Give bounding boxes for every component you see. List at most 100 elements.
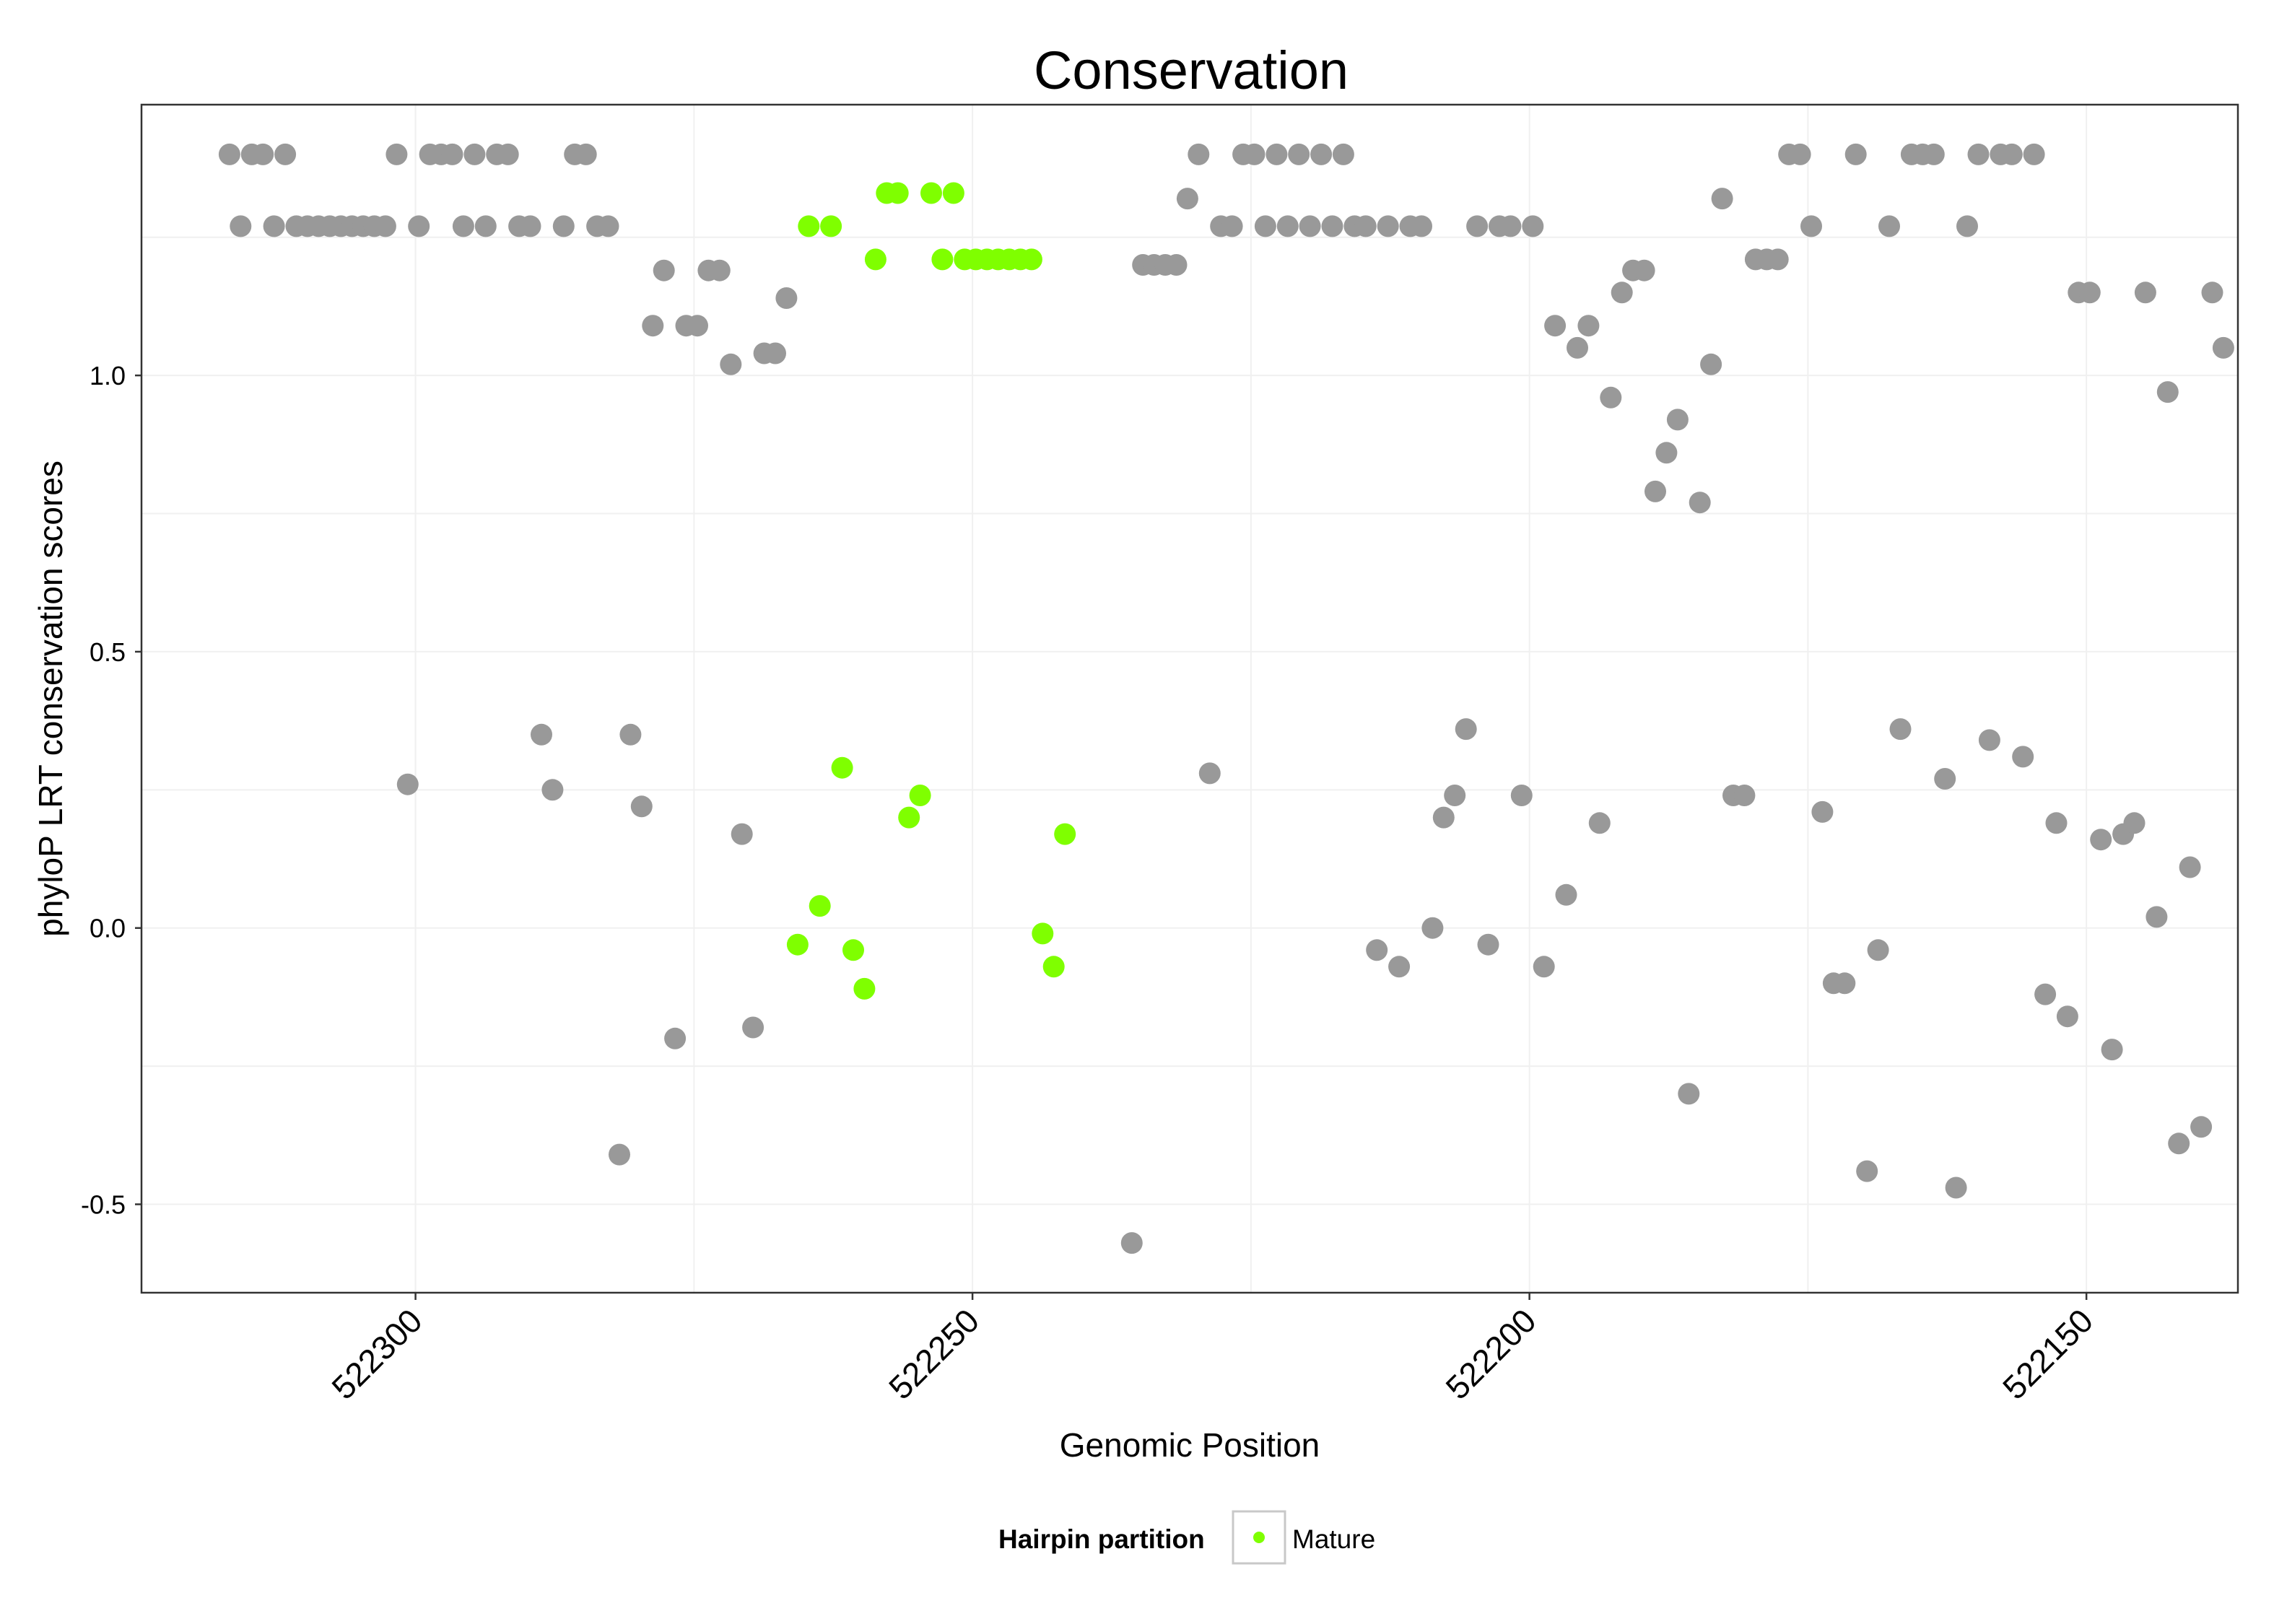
point-other [1366,939,1388,961]
point-other [1288,143,1310,165]
point-other [497,143,519,165]
point-other [1544,315,1567,337]
point-other [274,143,297,165]
plot-panel-border [140,103,2239,1294]
point-other [1332,143,1354,165]
point-other [1666,409,1689,431]
point-other [1577,315,1600,337]
point-mature [1042,956,1065,978]
point-other [2134,281,2156,304]
point-other [463,143,486,165]
point-other [1689,492,1711,514]
point-other [1188,143,1210,165]
point-other [1878,215,1900,237]
point-other [541,779,564,801]
point-other [1444,785,1466,806]
point-other [1711,188,1733,210]
point-other [1165,254,1188,276]
point-other [252,143,274,165]
point-other [731,823,753,845]
point-other [1176,188,1198,210]
point-other [2012,746,2034,768]
point-other [687,315,708,337]
point-other [552,215,575,237]
point-other [1276,215,1299,237]
point-mature [1032,922,1054,945]
point-other [1956,215,1978,237]
point-other [1455,718,1477,741]
point-other [452,215,474,237]
point-other [1120,1232,1143,1254]
point-other [263,215,285,237]
point-other [1867,939,1889,961]
point-other [1555,883,1577,906]
point-other [441,143,463,165]
point-other [1655,442,1678,464]
point-other [1811,800,1834,823]
legend-label-mature: Mature [1292,1524,1375,1554]
point-other [2078,281,2101,304]
point-other [1567,336,1588,359]
point-other [1510,785,1533,806]
point-mature [1054,823,1076,845]
point-mature [864,248,886,271]
point-other [1198,762,1221,785]
point-mature [831,756,853,779]
point-other [1432,806,1455,829]
point-mature [786,933,809,956]
point-other [385,143,408,165]
point-mature [809,895,831,917]
point-other [2123,812,2146,834]
point-other [2156,381,2179,403]
point-mature [842,939,864,961]
y-tick-label: -0.5 [81,1190,126,1220]
point-other [1834,972,1856,995]
point-other [664,1027,687,1049]
point-mature [942,182,964,204]
x-axis-label: Genomic Position [1060,1426,1320,1464]
point-other [1633,259,1655,281]
point-other [2034,983,2057,1005]
point-other [1466,215,1489,237]
point-other [775,287,798,309]
point-other [1310,143,1333,165]
point-other [1254,215,1276,237]
point-other [1856,1160,1878,1182]
point-other [1934,768,1956,790]
y-axis-label: phyloP LRT conservation scores [32,460,69,937]
point-other [1377,215,1399,237]
point-other [1800,215,1822,237]
point-other [1221,215,1243,237]
point-other [1700,353,1722,375]
point-other [642,315,664,337]
point-other [474,215,497,237]
point-mature [1020,248,1042,271]
point-other [2168,1132,2190,1155]
point-other [597,215,619,237]
point-other [2045,812,2068,834]
point-other [1243,143,1265,165]
point-other [1733,785,1756,806]
point-other [230,215,252,237]
y-tick-label: 0.5 [90,637,126,667]
point-mature [853,977,876,1000]
point-other [2201,281,2223,304]
point-mature [931,248,954,271]
point-other [1299,215,1321,237]
legend: Hairpin partition Mature [998,1510,1375,1565]
point-other [1411,215,1432,237]
chart-title: Conservation [1034,40,1349,100]
data-points [218,143,2234,1254]
point-other [2212,336,2234,359]
point-other [408,215,430,237]
y-tick-label: 0.0 [90,914,126,943]
point-other [1678,1083,1700,1105]
point-other [2090,829,2112,851]
point-other [1321,215,1343,237]
point-other [2179,856,2201,878]
point-other [2056,1005,2078,1028]
point-other [1533,956,1555,978]
point-other [2023,143,2045,165]
point-other [1844,143,1867,165]
gridlines [141,105,2238,1293]
